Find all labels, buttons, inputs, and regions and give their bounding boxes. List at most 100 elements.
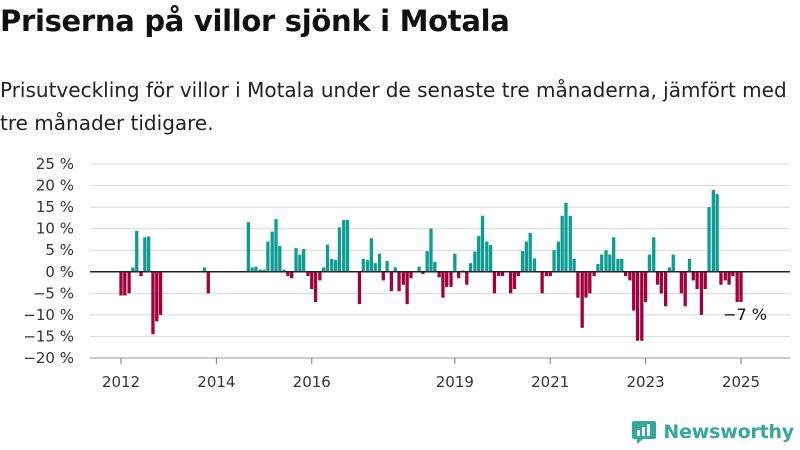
bar (429, 228, 433, 272)
bar (691, 271, 695, 281)
bar (135, 230, 139, 272)
y-tick-label: −15 % (23, 327, 74, 345)
bar (361, 258, 365, 272)
y-tick-label: 5 % (45, 241, 74, 259)
bar (373, 263, 377, 272)
bar (465, 271, 469, 285)
bar (151, 271, 155, 335)
bar (302, 248, 306, 272)
bar (206, 271, 210, 294)
bar (254, 266, 258, 272)
bar (516, 271, 520, 277)
bar (123, 271, 127, 296)
bar (202, 267, 207, 272)
brand-name: Newsworthy (663, 421, 794, 443)
bar (365, 260, 370, 272)
bar (703, 271, 707, 290)
bar (278, 245, 282, 272)
bar (592, 271, 596, 277)
bar (492, 271, 497, 294)
bar (457, 271, 461, 279)
y-tick-label: 0 % (45, 263, 74, 281)
y-tick-label: −10 % (23, 306, 74, 324)
y-tick-label: −20 % (23, 349, 74, 367)
bar (310, 271, 314, 290)
bar (520, 251, 525, 272)
bar (369, 238, 374, 272)
x-tick-label: 2016 (293, 373, 331, 391)
newsworthy-logo-icon (632, 421, 657, 444)
bar (707, 207, 711, 272)
bar (397, 271, 401, 292)
bar (612, 237, 616, 272)
bar (739, 271, 743, 302)
chart-subtitle: Prisutveckling för villor i Motala under… (0, 78, 787, 135)
last-value-annotation: −7 % (723, 305, 767, 324)
y-tick-label: 20 % (36, 177, 74, 195)
bar (671, 254, 675, 272)
bar (647, 254, 652, 272)
bar (628, 271, 632, 281)
bar (548, 271, 552, 277)
chart-title: Priserna på villor sjönk i Motala (0, 4, 510, 38)
bar (333, 260, 338, 272)
bar (381, 271, 385, 281)
bar (596, 264, 600, 272)
x-axis: 2012 2014 2016 2019 2021 2023 2025 (90, 357, 790, 391)
bar (437, 271, 441, 278)
bar (282, 269, 286, 272)
bar (580, 271, 584, 328)
bar (389, 271, 394, 292)
bar (473, 251, 477, 272)
bar (246, 222, 250, 272)
bar (425, 251, 429, 272)
bar (568, 215, 572, 272)
bar (655, 271, 660, 285)
bar (640, 271, 644, 341)
bar (560, 215, 564, 272)
bar (679, 271, 684, 294)
newsworthy-brand: Newsworthy (631, 419, 794, 445)
bar (286, 271, 290, 277)
bar (623, 271, 628, 277)
y-tick-label: −5 % (33, 284, 74, 302)
bar (290, 271, 294, 279)
bar (127, 271, 131, 294)
bar (441, 271, 445, 298)
bar (488, 245, 493, 272)
bar (556, 241, 560, 272)
bar (139, 271, 143, 277)
bar (632, 271, 636, 311)
x-tick-label: 2025 (722, 373, 760, 391)
bar (449, 271, 453, 287)
bar (401, 271, 405, 285)
bar (357, 271, 362, 305)
bar (616, 258, 620, 272)
bar (155, 271, 159, 322)
bar-series (119, 189, 743, 341)
bar (262, 269, 266, 272)
x-tick-label: 2021 (531, 373, 569, 391)
bar (723, 271, 727, 281)
bar (584, 271, 588, 298)
bar (512, 271, 517, 290)
bar (158, 271, 163, 315)
x-tick-label: 2023 (627, 373, 665, 391)
bar (588, 271, 592, 294)
y-tick-label: 15 % (36, 198, 74, 216)
bar (325, 244, 330, 272)
bar (385, 261, 389, 272)
bar (119, 271, 123, 296)
bar (453, 253, 457, 272)
bar (735, 271, 739, 302)
x-tick-label: 2014 (197, 373, 235, 391)
bar (544, 271, 549, 277)
bar (604, 250, 608, 272)
bar (330, 258, 334, 272)
bar (620, 258, 624, 272)
bar (715, 194, 719, 272)
bar (480, 215, 485, 272)
bar (683, 271, 687, 307)
bar (485, 241, 489, 272)
bar (524, 241, 529, 272)
